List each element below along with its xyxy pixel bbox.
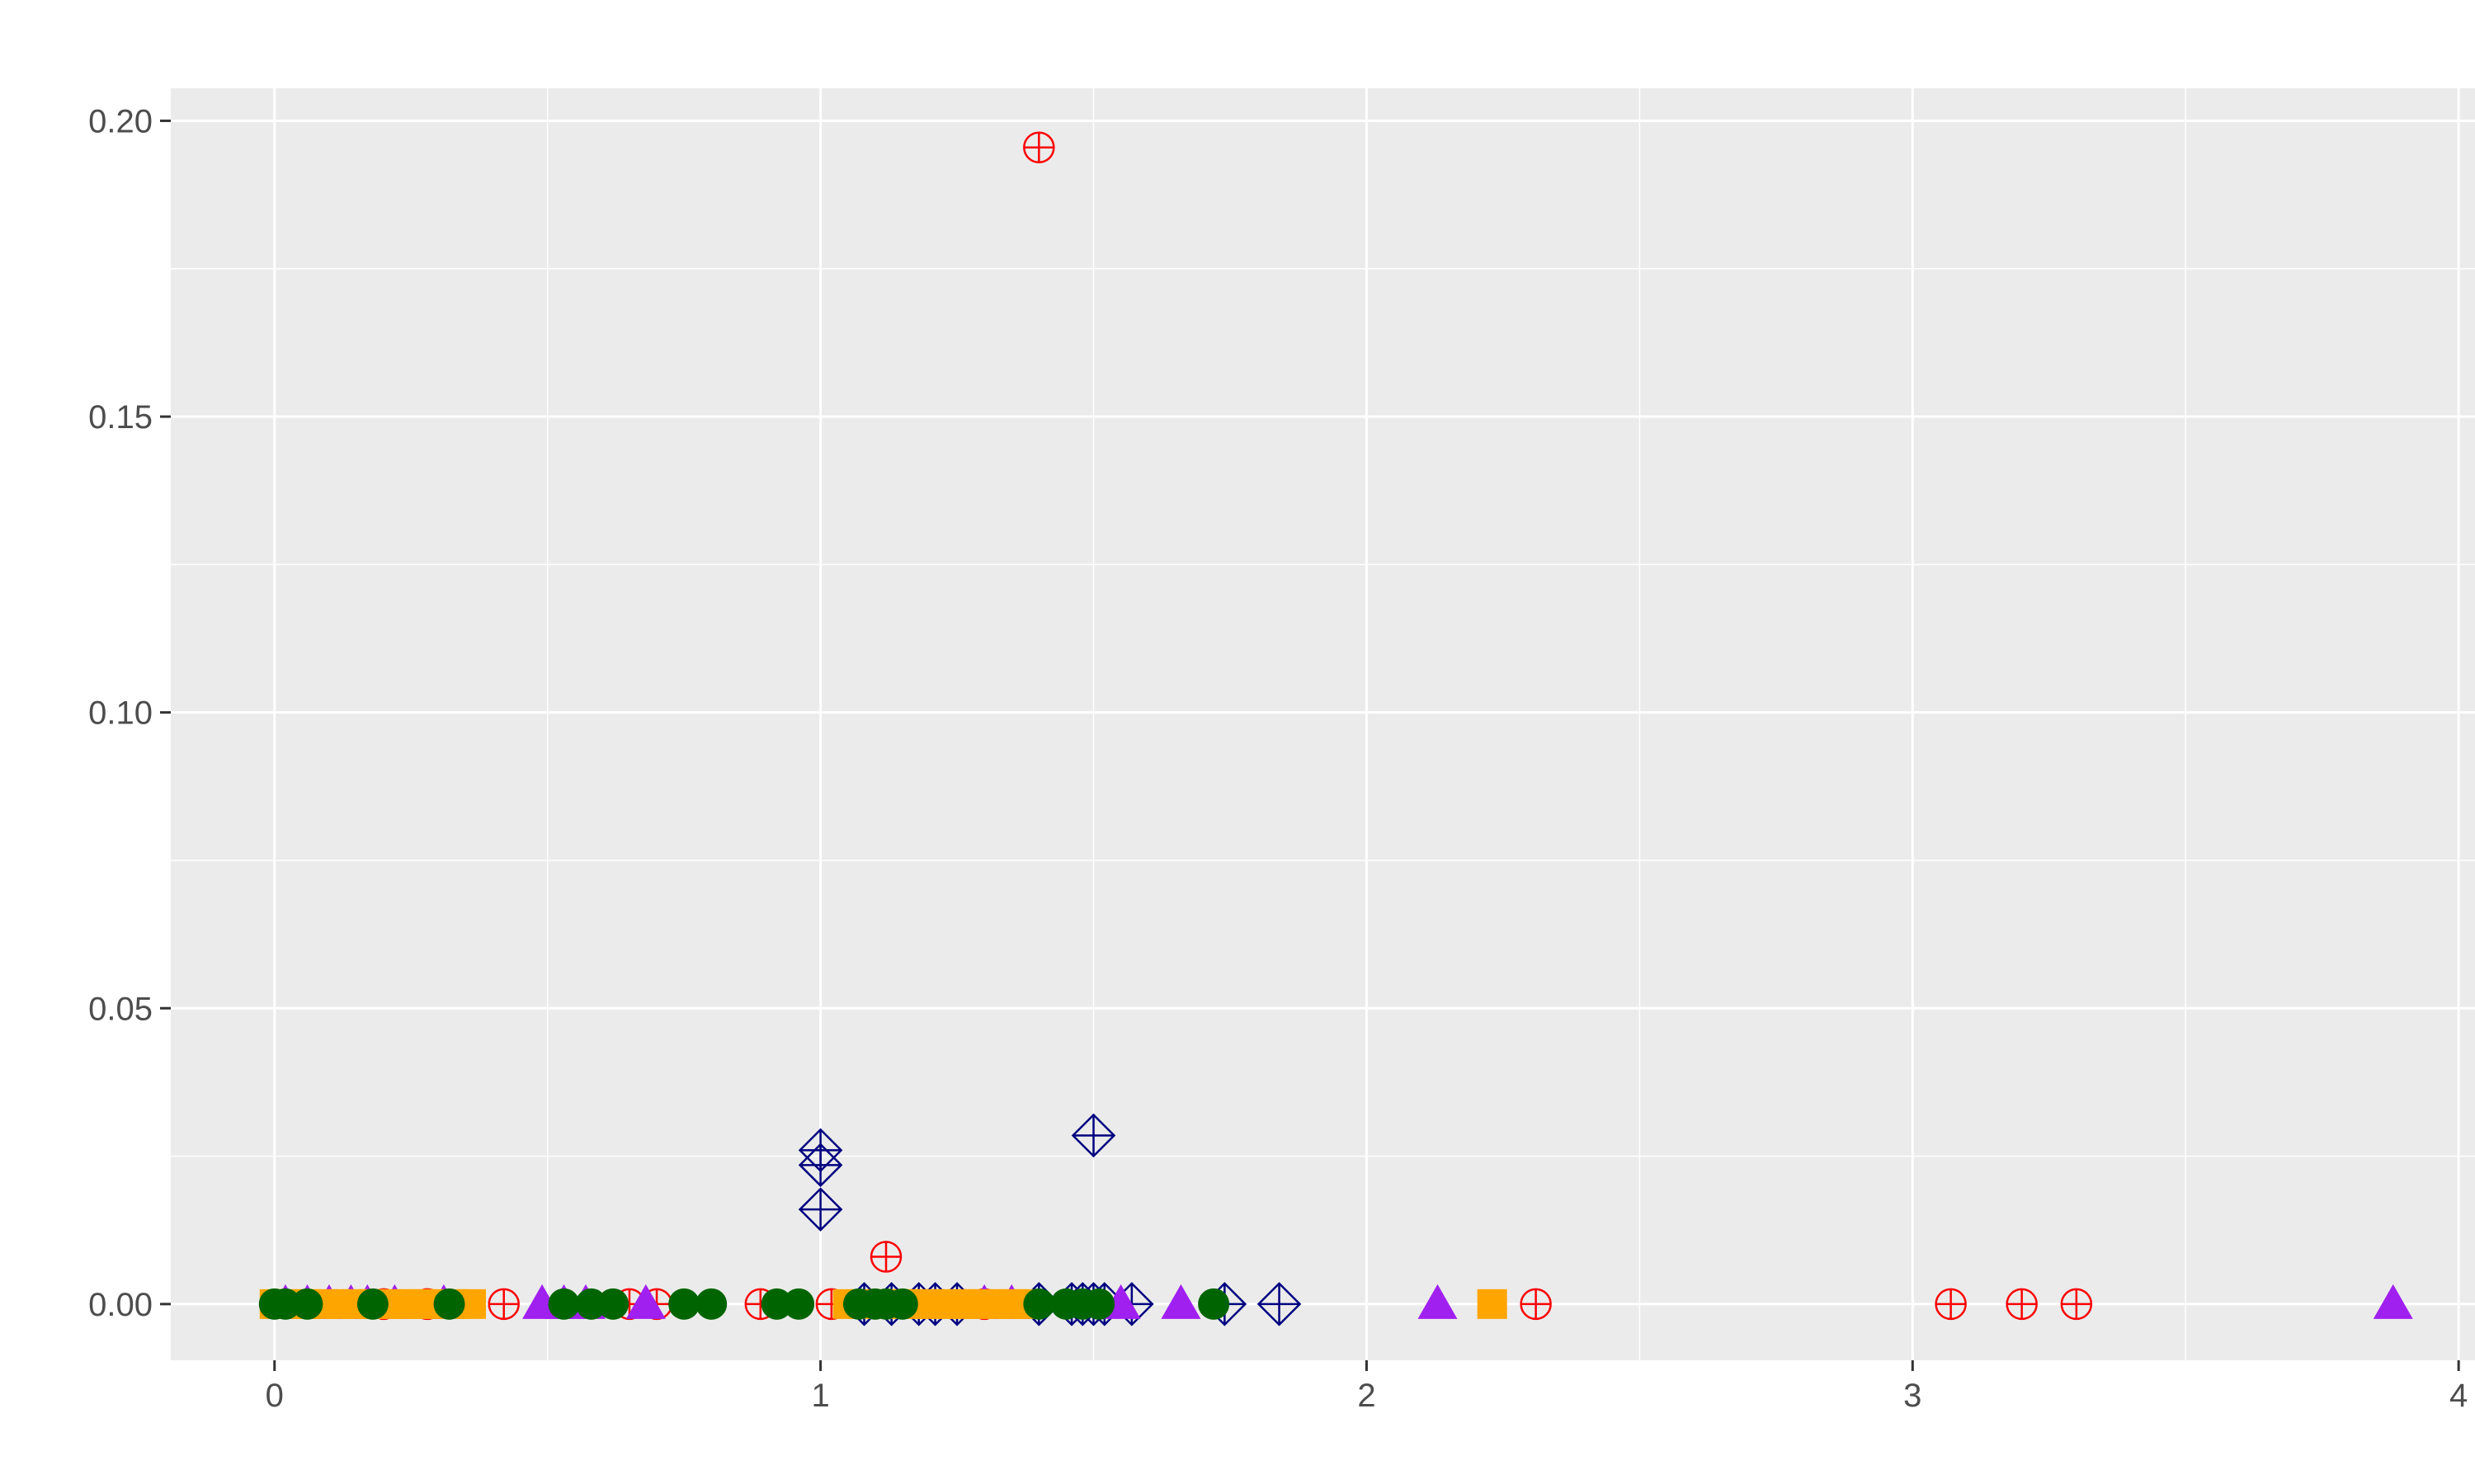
point-triangle (2373, 1284, 2413, 1319)
data-point (433, 1288, 465, 1320)
data-point (1477, 1288, 1507, 1319)
y-tick-label: 0.15 (88, 399, 153, 436)
data-point (548, 1288, 580, 1320)
data-point (291, 1288, 323, 1320)
data-point (356, 1288, 389, 1320)
point-dot (668, 1288, 700, 1320)
point-dot (356, 1288, 389, 1320)
point-triangle (1417, 1284, 1458, 1319)
point-dot (783, 1288, 815, 1320)
x-tick-label: 3 (1903, 1378, 1921, 1414)
data-point (625, 1284, 666, 1319)
data-point (2373, 1284, 2413, 1319)
x-tick-label: 2 (1357, 1378, 1375, 1414)
data-point (870, 1241, 903, 1273)
data-point (668, 1288, 700, 1320)
point-dot (291, 1288, 323, 1320)
y-tick-label: 0.05 (88, 991, 153, 1027)
data-point (695, 1288, 728, 1320)
data-point (1023, 1288, 1055, 1320)
point-dot (1198, 1288, 1230, 1320)
y-axis: 0.00 0.05 0.10 0.15 0.20 (88, 103, 171, 1323)
y-tick-label: 0.00 (88, 1287, 153, 1323)
data-point (1198, 1288, 1230, 1320)
x-tick-label: 0 (266, 1378, 284, 1414)
data-point (886, 1288, 918, 1320)
data-point (597, 1288, 629, 1320)
point-dot (1023, 1288, 1055, 1320)
data-point (575, 1288, 607, 1320)
x-axis: 0 1 2 3 4 (266, 1360, 2468, 1414)
point-square (1477, 1288, 1507, 1319)
data-point (761, 1288, 793, 1320)
point-dot (695, 1288, 728, 1320)
data-point (1023, 131, 1055, 163)
data-point (269, 1288, 301, 1320)
data-point (1417, 1284, 1458, 1319)
point-dot (575, 1288, 607, 1320)
point-dot (548, 1288, 580, 1320)
data-point (2006, 1288, 2038, 1321)
point-dot (269, 1288, 301, 1320)
y-tick-label: 0.20 (88, 103, 153, 139)
point-dot (433, 1288, 465, 1320)
x-tick-label: 4 (2449, 1378, 2468, 1414)
point-triangle (625, 1284, 666, 1319)
y-tick-label: 0.10 (88, 695, 153, 732)
point-dot (886, 1288, 918, 1320)
point-dot (1083, 1288, 1115, 1320)
data-point (798, 1142, 843, 1188)
data-point (488, 1288, 520, 1321)
data-point (1161, 1284, 1201, 1319)
data-point (1083, 1288, 1115, 1320)
point-triangle (1161, 1284, 1201, 1319)
data-point (798, 1187, 843, 1232)
minor-gridlines (171, 88, 2475, 1360)
x-tick-label: 1 (811, 1378, 829, 1414)
data-point (783, 1288, 815, 1320)
data-point (1071, 1113, 1116, 1158)
point-dot (761, 1288, 793, 1320)
data-points (258, 131, 2413, 1326)
data-point (1935, 1288, 1967, 1321)
plot-panel (171, 88, 2475, 1360)
point-dot (597, 1288, 629, 1320)
data-point (1520, 1288, 1552, 1321)
data-point (1256, 1282, 1302, 1326)
data-point (2060, 1288, 2093, 1321)
